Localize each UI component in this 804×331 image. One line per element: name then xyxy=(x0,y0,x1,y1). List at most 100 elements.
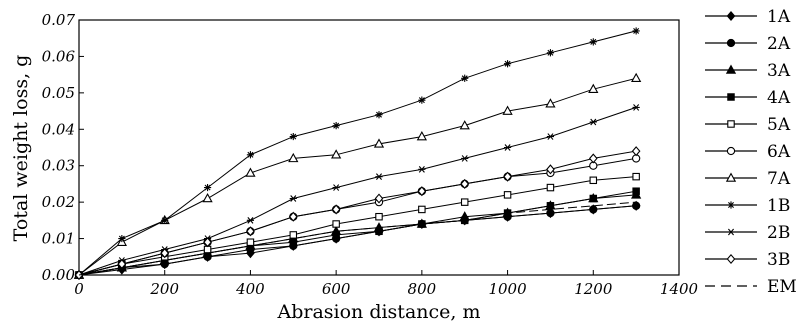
series-2b xyxy=(75,104,640,279)
series-2a-line xyxy=(78,205,637,276)
series-4a-point xyxy=(546,202,555,210)
series-6a xyxy=(74,154,641,280)
legend-item-1b: 1B xyxy=(705,196,790,216)
legend-label: 2A xyxy=(767,34,791,54)
y-tick-labels: 0.00 0.01 0.02 0.03 0.04 0.05 0.06 0.07 xyxy=(42,11,76,284)
series-2b-point xyxy=(375,173,383,181)
series-3b-point xyxy=(588,153,598,164)
legend-item-4a: 4A xyxy=(705,88,791,108)
series-5a-point xyxy=(503,191,512,199)
series-3b-point xyxy=(546,164,555,175)
x-tick-label: 800 xyxy=(408,280,437,298)
x-tick-label: 1400 xyxy=(660,280,699,298)
y-tick-label: 0.02 xyxy=(42,193,75,211)
series-7a-point xyxy=(416,131,427,141)
y-tick-label: 0.00 xyxy=(42,266,76,284)
series-1b-point xyxy=(503,60,512,68)
series-5a-point xyxy=(546,183,555,192)
series-2b-point xyxy=(332,184,340,191)
x-tick-label: 400 xyxy=(235,280,265,298)
series-7a-point xyxy=(588,83,599,93)
series-1b-point xyxy=(203,183,212,192)
series-em xyxy=(78,201,637,276)
series-5a-point xyxy=(589,176,598,185)
series-3b-point xyxy=(331,204,341,215)
series-7a-point xyxy=(288,152,299,163)
series-em-line xyxy=(78,201,637,276)
series-7a-point xyxy=(502,105,513,115)
series-3b-point xyxy=(246,226,255,237)
series-7a-line xyxy=(78,77,637,276)
series-2b-point xyxy=(418,165,426,173)
x-tick-label: 0 xyxy=(74,280,84,298)
series-3b-point xyxy=(503,171,512,182)
series-1b-point xyxy=(375,111,383,119)
series-3b-point xyxy=(160,248,170,259)
series-group xyxy=(73,27,642,281)
series-2b-point xyxy=(589,118,597,126)
series-7a-point xyxy=(373,138,385,148)
series-5a-point xyxy=(460,198,469,206)
series-5a-point xyxy=(289,231,298,239)
series-1b-point xyxy=(546,49,555,57)
series-5a-point xyxy=(632,172,640,181)
series-2b-point xyxy=(503,144,512,151)
legend-marker xyxy=(727,201,735,209)
y-tick-label: 0.06 xyxy=(42,47,76,65)
series-4a-point xyxy=(632,187,640,195)
legend-marker xyxy=(726,10,736,22)
legend-marker xyxy=(726,38,736,48)
series-1b-point xyxy=(289,132,297,141)
x-tick-label: 1000 xyxy=(488,280,527,298)
series-1b-point xyxy=(418,96,426,104)
y-tick-label: 0.07 xyxy=(42,11,76,29)
series-1b-point xyxy=(632,27,640,35)
x-tick-label: 200 xyxy=(149,280,179,298)
legend-label: 3B xyxy=(767,250,790,270)
legend-marker xyxy=(727,228,735,236)
series-4a-point xyxy=(375,227,383,236)
legend-marker xyxy=(726,146,736,156)
legend-item-1a: 1A xyxy=(705,7,791,27)
series-3b-point xyxy=(460,178,470,189)
legend-label: 4A xyxy=(767,88,791,108)
series-5a-point xyxy=(203,245,212,254)
series-1b-point xyxy=(332,122,340,130)
series-5a xyxy=(75,172,640,279)
x-tick-labels: 0 200 400 600 800 1000 1200 1400 xyxy=(74,280,698,298)
legend-label: 6A xyxy=(767,142,791,162)
series-1b-point xyxy=(161,216,169,224)
legend-label: 5A xyxy=(767,115,791,135)
legend-item-3a: 3A xyxy=(705,61,791,81)
series-1a xyxy=(74,200,641,281)
series-2b-point xyxy=(461,155,469,162)
legend-item-7a: 7A xyxy=(705,169,791,189)
legend-label: 2B xyxy=(767,223,790,243)
series-7a-point xyxy=(459,120,470,130)
legend-marker xyxy=(725,172,737,182)
series-1b xyxy=(75,27,640,279)
series-5a-point xyxy=(375,212,383,221)
x-tick-label: 600 xyxy=(322,280,351,298)
x-axis-title: Abrasion distance, m xyxy=(276,301,480,323)
series-1b-point xyxy=(461,74,469,82)
series-3b xyxy=(74,146,641,281)
series-3b-point xyxy=(203,237,212,248)
series-3b-point xyxy=(631,146,641,157)
plot-frame xyxy=(78,19,680,276)
legend-item-2a: 2A xyxy=(705,34,791,54)
series-3b-point xyxy=(417,186,427,197)
legend-marker xyxy=(727,93,735,101)
series-2b-point xyxy=(246,216,255,224)
legend-label: 3A xyxy=(767,61,791,81)
legend-label: EM xyxy=(767,277,797,297)
legend-label: 1B xyxy=(767,196,790,216)
legend-marker xyxy=(727,120,735,128)
series-2a xyxy=(74,201,641,280)
series-3b-point xyxy=(117,259,127,270)
legend-item-6a: 6A xyxy=(705,142,791,162)
legend-item-3b: 3B xyxy=(705,250,790,270)
series-3b-point xyxy=(288,211,298,222)
legend-item-2b: 2B xyxy=(705,223,790,243)
